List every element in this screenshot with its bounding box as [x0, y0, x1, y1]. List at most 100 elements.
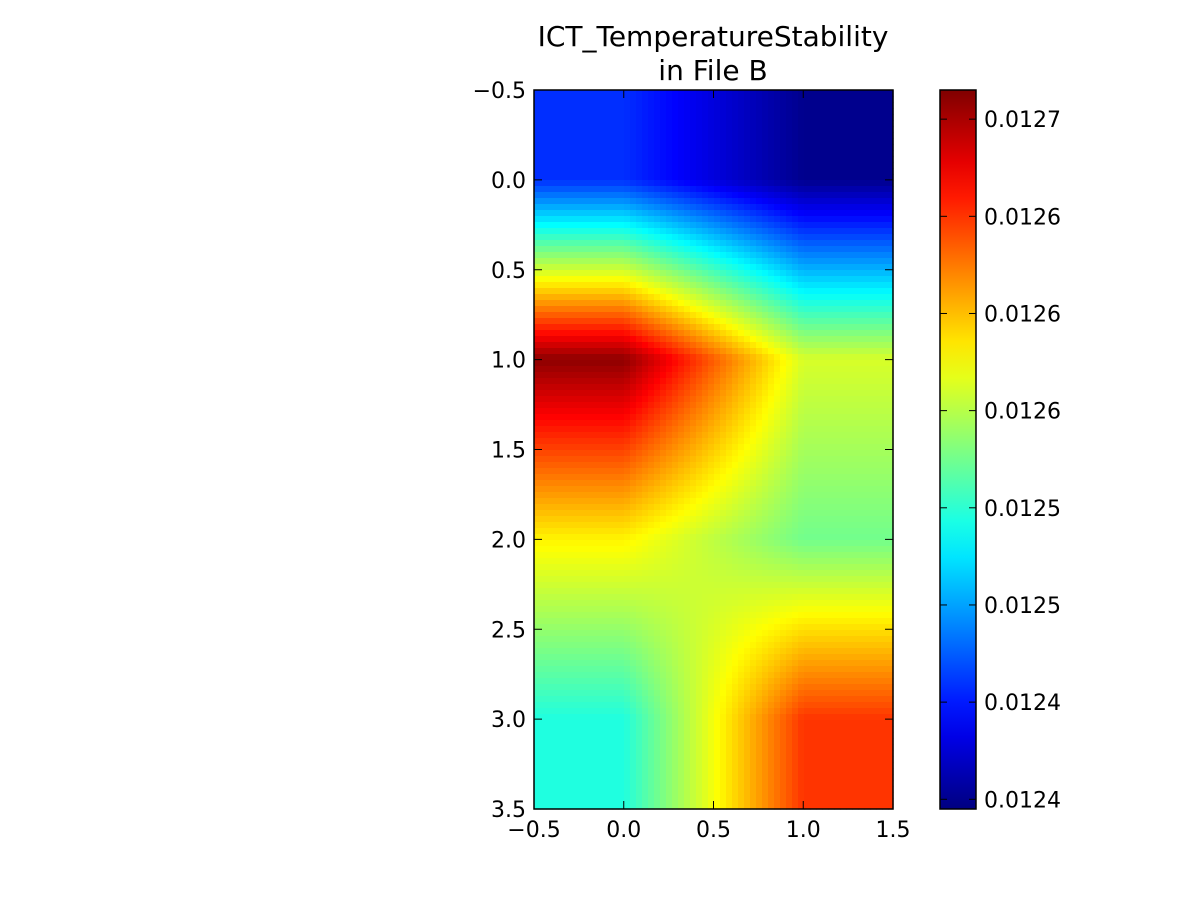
heatmap-cell [696, 276, 703, 283]
heatmap-cell [546, 282, 553, 289]
heatmap-cell [804, 102, 811, 109]
heatmap-cell [696, 564, 703, 571]
heatmap-cell [870, 522, 877, 529]
heatmap-cell [564, 468, 571, 475]
heatmap-cell [708, 456, 715, 463]
heatmap-cell [666, 228, 673, 235]
heatmap-cell [852, 300, 859, 307]
heatmap-cell [678, 420, 685, 427]
heatmap-cell [558, 264, 565, 271]
heatmap-cell [864, 546, 871, 553]
heatmap-cell [744, 264, 751, 271]
heatmap-cell [792, 174, 799, 181]
heatmap-cell [822, 570, 829, 577]
heatmap-cell [768, 336, 775, 343]
heatmap-cell [738, 198, 745, 205]
heatmap-cell [720, 426, 727, 433]
heatmap-cell [726, 270, 733, 277]
heatmap-cell [780, 120, 787, 127]
heatmap-cell [738, 576, 745, 583]
heatmap-cell [702, 222, 709, 229]
heatmap-cell [804, 234, 811, 241]
heatmap-cell [636, 516, 643, 523]
heatmap-cell [744, 456, 751, 463]
heatmap-cell [858, 366, 865, 373]
heatmap-cell [558, 366, 565, 373]
heatmap-cell [540, 534, 547, 541]
heatmap-cell [888, 258, 894, 265]
heatmap-cell [738, 390, 745, 397]
heatmap-cell [792, 96, 799, 103]
heatmap-cell [570, 162, 577, 169]
heatmap-cell [834, 108, 841, 115]
heatmap-cell [672, 342, 679, 349]
heatmap-cell [576, 498, 583, 505]
heatmap-cell [774, 102, 781, 109]
heatmap-cell [660, 456, 667, 463]
heatmap-cell [876, 330, 883, 337]
heatmap-cell [864, 564, 871, 571]
heatmap-cell [798, 378, 805, 385]
heatmap-cell [882, 348, 889, 355]
heatmap-cell [870, 378, 877, 385]
heatmap-cell [840, 540, 847, 547]
heatmap-cell [780, 540, 787, 547]
heatmap-cell [534, 564, 541, 571]
heatmap-cell [624, 348, 631, 355]
heatmap-cell [624, 390, 631, 397]
heatmap-cell [666, 546, 673, 553]
heatmap-cell [774, 180, 781, 187]
heatmap-cell [684, 294, 691, 301]
heatmap-cell [720, 534, 727, 541]
heatmap-cell [642, 390, 649, 397]
heatmap-cell [666, 510, 673, 517]
heatmap-cell [840, 294, 847, 301]
heatmap-cell [762, 306, 769, 313]
heatmap-cell [642, 498, 649, 505]
heatmap-cell [774, 192, 781, 199]
heatmap-cell [768, 108, 775, 115]
heatmap-cell [822, 126, 829, 133]
heatmap-cell [618, 588, 625, 595]
heatmap-cell [738, 252, 745, 259]
heatmap-cell [870, 510, 877, 517]
heatmap-cell [672, 240, 679, 247]
heatmap-cell [708, 402, 715, 409]
heatmap-cell [792, 114, 799, 121]
heatmap-cell [768, 288, 775, 295]
heatmap-cell [768, 114, 775, 121]
heatmap-cell [738, 144, 745, 151]
heatmap-cell [792, 450, 799, 457]
heatmap-cell [540, 174, 547, 181]
heatmap-cell [624, 588, 631, 595]
heatmap-cell [732, 456, 739, 463]
heatmap-cell [558, 120, 565, 127]
heatmap-cell [852, 564, 859, 571]
heatmap-cell [654, 438, 661, 445]
heatmap-cell [738, 330, 745, 337]
heatmap-cell [558, 318, 565, 325]
heatmap-cell [636, 150, 643, 157]
heatmap-cell [714, 474, 721, 481]
heatmap-cell [840, 282, 847, 289]
heatmap-cell [732, 288, 739, 295]
heatmap-cell [870, 330, 877, 337]
heatmap-cell [888, 276, 894, 283]
heatmap-cell [840, 438, 847, 445]
heatmap-cell [672, 282, 679, 289]
heatmap-cell [690, 330, 697, 337]
heatmap-cell [696, 372, 703, 379]
heatmap-cell [564, 114, 571, 121]
heatmap-cell [726, 174, 733, 181]
heatmap-cell [864, 510, 871, 517]
heatmap-cell [882, 222, 889, 229]
heatmap-cell [534, 96, 541, 103]
heatmap-cell [738, 348, 745, 355]
heatmap-cell [600, 558, 607, 565]
heatmap-cell [624, 552, 631, 559]
heatmap-cell [540, 582, 547, 589]
heatmap-cell [858, 336, 865, 343]
heatmap-cell [660, 204, 667, 211]
heatmap-cell [744, 276, 751, 283]
heatmap-cell [564, 228, 571, 235]
